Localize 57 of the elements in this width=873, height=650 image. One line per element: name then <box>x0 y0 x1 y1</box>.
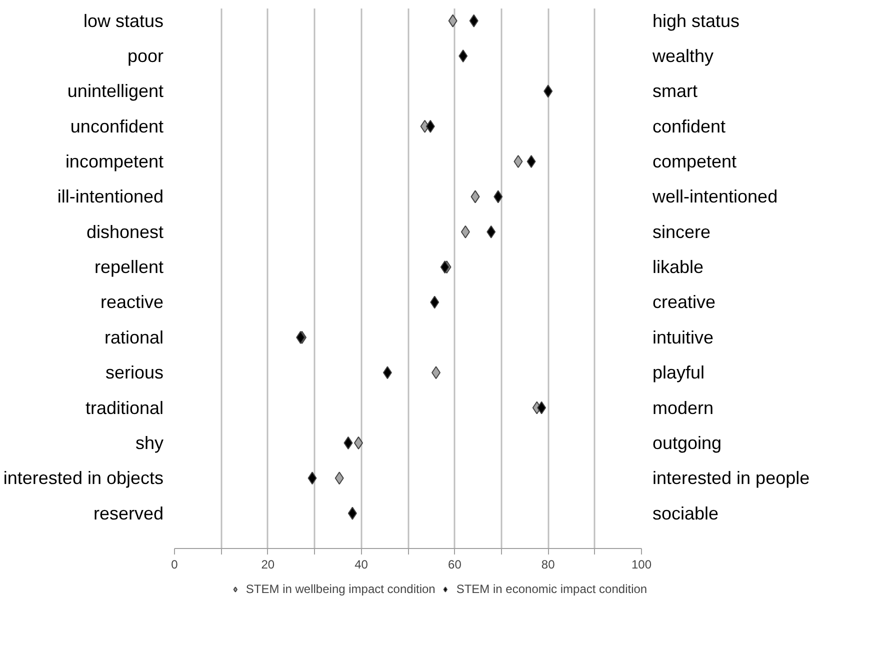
point <box>308 472 317 485</box>
y-tick-label: rational <box>104 327 164 348</box>
y-tick-label: traditional <box>85 398 164 418</box>
point <box>344 436 353 450</box>
y-tick-label: unconfident <box>70 116 164 136</box>
point <box>486 225 496 238</box>
point <box>526 155 536 168</box>
y-tick-label: poor <box>127 46 164 66</box>
point <box>448 14 458 28</box>
point <box>470 190 480 204</box>
point <box>334 472 344 485</box>
y2-tick-label: sincere <box>652 222 711 242</box>
y-tick-label: incompetent <box>65 152 164 172</box>
x-tick-label: 0 <box>171 558 178 572</box>
y-tick-label: reactive <box>100 292 164 312</box>
y2-tick-label: intuitive <box>652 327 714 348</box>
point <box>537 401 546 414</box>
y-tick-label: interested in objects <box>3 468 164 488</box>
y2-tick-label: modern <box>652 398 714 418</box>
y2-tick-label: sociable <box>652 503 719 524</box>
x-tick-label: 80 <box>541 558 556 572</box>
y2-tick-label: likable <box>652 257 704 278</box>
point <box>430 296 440 309</box>
y2-tick-label: confident <box>652 116 726 136</box>
y2-tick-label: interested in people <box>652 468 810 488</box>
y2-tick-label: creative <box>652 292 716 312</box>
x-tick-label: 60 <box>448 558 462 572</box>
legend-label: STEM in wellbeing impact condition <box>246 582 436 596</box>
y2-tick-label: competent <box>652 152 737 172</box>
y-tick-label: serious <box>105 362 164 383</box>
y-tick-label: dishonest <box>86 222 164 242</box>
x-tick-label: 20 <box>261 558 275 572</box>
y2-tick-label: high status <box>652 10 740 31</box>
y-tick-label: reserved <box>93 503 164 524</box>
y2-tick-label: well-intentioned <box>652 186 778 207</box>
point <box>348 506 357 520</box>
y2-tick-label: playful <box>652 362 705 383</box>
y2-tick-label: smart <box>652 81 698 102</box>
y-tick-label: shy <box>135 432 164 453</box>
point <box>544 84 553 98</box>
y-tick-label: low status <box>83 10 164 31</box>
point <box>426 120 435 133</box>
y-tick-label: repellent <box>94 257 164 278</box>
point <box>514 155 523 168</box>
y-tick-label: ill-intentioned <box>57 186 164 207</box>
legend-label: STEM in economic impact condition <box>456 582 648 596</box>
point <box>382 366 392 380</box>
y-tick-label: unintelligent <box>67 81 164 102</box>
x-tick-label: 100 <box>631 558 652 572</box>
point <box>432 366 441 380</box>
y2-tick-label: outgoing <box>652 432 722 453</box>
point <box>469 14 478 28</box>
point <box>494 190 503 204</box>
y2-tick-label: wealthy <box>652 46 714 66</box>
point <box>460 225 470 238</box>
point <box>458 49 468 62</box>
x-tick-label: 40 <box>354 558 368 572</box>
